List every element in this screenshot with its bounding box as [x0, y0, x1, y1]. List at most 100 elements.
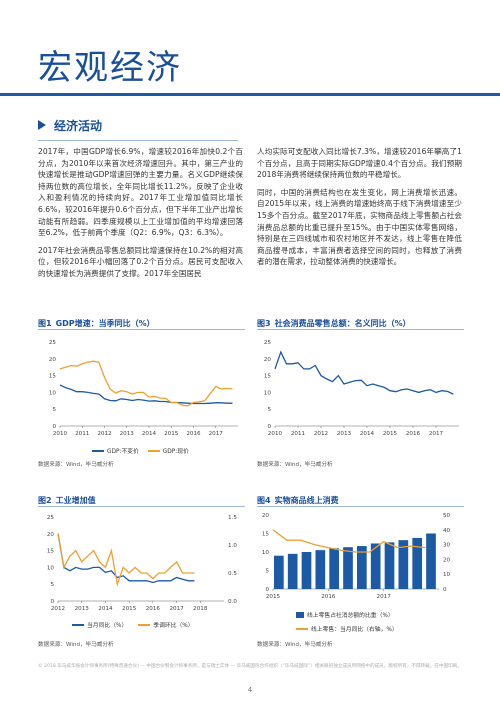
x-tick-label: 2016 — [186, 431, 201, 437]
data-point — [176, 402, 178, 403]
x-tick-label: 2011 — [291, 431, 306, 437]
data-point — [418, 392, 420, 393]
figure-1-legend: GDP:不变价 GDP:现价 — [92, 446, 189, 455]
series-line — [57, 533, 195, 587]
data-point — [154, 400, 155, 402]
bar — [370, 543, 381, 589]
figure-4-legend-bar: 线上零售占社消总额的比重（%） — [296, 610, 394, 619]
data-point — [397, 547, 398, 548]
data-point — [320, 375, 322, 376]
figure-header: 图2 工业增加值 — [38, 495, 245, 507]
figure-2: 图2 工业增加值 0 5 10 15 20 25 0.0 0.5 1.0 1.5 2012 2013 2… — [38, 495, 245, 619]
data-point — [226, 402, 228, 404]
data-point — [140, 580, 142, 582]
bar — [274, 555, 284, 589]
data-point — [170, 567, 171, 568]
x-tick-label: 2015 — [383, 431, 398, 437]
left-column: 2017年，中国GDP增长6.9%，增速较2016年加快0.2个百分点，为201… — [38, 146, 243, 286]
y-tick-label: 20 — [264, 357, 272, 363]
y-tick-label: 15 — [49, 374, 57, 380]
data-point — [99, 567, 100, 568]
figure-title: GDP增速：当季同比（%） — [55, 319, 155, 328]
data-point — [165, 401, 166, 402]
data-point — [59, 368, 61, 370]
data-point — [104, 398, 105, 400]
data-point — [115, 392, 116, 394]
paragraph: 人均实际可支配收入同比增长7.3%，增速较2016年攀高了1个百分点，且高于同期… — [257, 147, 462, 180]
figure-title: 实物商品线上消费 — [274, 496, 339, 505]
data-point — [204, 400, 205, 402]
figure-3-source: 数据来源：Wind，毕马威分析 — [257, 462, 333, 468]
y2-tick-label: 20 — [443, 557, 451, 563]
data-point — [75, 550, 77, 551]
data-point — [159, 397, 161, 399]
data-point — [286, 539, 288, 541]
data-point — [198, 401, 200, 403]
x-tick-label: 2014 — [142, 431, 157, 437]
bar — [287, 553, 298, 589]
y-tick-label: 0 — [265, 587, 269, 593]
figure-3: 图3 社会消费品零售总额：名义同比（%） 0 5 10 15 20 25 2010 2011 2… — [257, 318, 464, 442]
bar — [398, 540, 409, 589]
legend-label: 线上零售占社消总额的比重（%） — [307, 613, 394, 619]
y2-tick-label: 30 — [443, 543, 451, 549]
y-tick-label: 25 — [47, 515, 55, 521]
data-point — [70, 389, 72, 390]
data-point — [412, 390, 414, 392]
data-point — [314, 365, 316, 366]
data-point — [395, 391, 397, 393]
x-tick-label: 2012 — [314, 431, 328, 437]
data-point — [337, 375, 339, 376]
data-point — [297, 362, 299, 364]
data-point — [187, 402, 189, 404]
data-point — [140, 572, 142, 574]
data-point — [452, 393, 454, 395]
figure-4: 图4 实物商品线上消费 0 5 10 15 20 0 10 20 30 40 50 2015 2016 2… — [257, 495, 464, 607]
y-tick-label: 15 — [47, 549, 55, 555]
data-point — [194, 572, 195, 574]
data-point — [232, 402, 233, 404]
figure-number: 图1 — [38, 319, 52, 328]
data-point — [76, 365, 77, 367]
data-point — [146, 580, 148, 582]
data-point — [93, 567, 94, 568]
data-point — [401, 389, 402, 391]
data-point — [204, 403, 205, 404]
data-point — [309, 368, 310, 370]
data-point — [389, 390, 391, 392]
data-point — [378, 385, 379, 386]
data-point — [209, 393, 211, 395]
paragraph: 同时，中国的消费结构也在发生变化，网上消费增长迅速。自2015年以来，线上消费的… — [257, 187, 462, 267]
gdp-growth-chart: 0 5 10 15 20 25 2010 2011 2012 2013 2014 2015 2016 20… — [49, 340, 238, 437]
data-point — [81, 568, 83, 570]
y2-tick-label: 0.0 — [228, 599, 237, 605]
data-point — [76, 391, 77, 393]
data-point — [98, 393, 100, 395]
x-tick-label: 2014 — [360, 431, 375, 437]
figure-2-legend: 当月同比（%） 季调环比（%） — [72, 620, 194, 629]
bar — [301, 552, 312, 589]
y2-tick-label: 0.5 — [228, 571, 237, 577]
x-tick-label: 2017 — [377, 594, 392, 600]
y2-tick-label: 50 — [443, 513, 451, 519]
legend-swatch — [296, 611, 304, 618]
x-tick-label: 2012 — [51, 606, 65, 612]
data-point — [424, 390, 425, 392]
data-point — [435, 392, 437, 393]
data-point — [221, 402, 222, 404]
data-point — [182, 404, 183, 406]
data-point — [406, 388, 408, 390]
data-point — [99, 561, 100, 563]
data-point — [122, 575, 124, 577]
series-line — [274, 350, 454, 395]
data-point — [159, 401, 161, 402]
data-point — [164, 572, 166, 574]
y2-tick-label: 0 — [443, 587, 447, 593]
data-point — [87, 392, 89, 393]
legend-label: GDP:现价 — [162, 449, 189, 455]
legend-swatch — [147, 449, 160, 452]
y-tick-label: 20 — [47, 532, 55, 538]
data-point — [128, 580, 130, 582]
data-point — [369, 551, 371, 553]
legend-label: 当月同比（%） — [87, 623, 128, 629]
